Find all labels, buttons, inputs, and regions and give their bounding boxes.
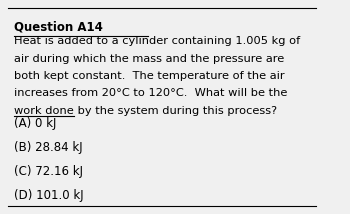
Text: by the system during this process?: by the system during this process?	[74, 106, 277, 116]
Text: work done: work done	[14, 106, 74, 116]
Text: increases from 20°C to 120°C.  What will be the: increases from 20°C to 120°C. What will …	[14, 88, 288, 98]
Text: (D) 101.0 kJ: (D) 101.0 kJ	[14, 189, 84, 202]
Text: Heat is added to a cylinder containing 1.005 kg of: Heat is added to a cylinder containing 1…	[14, 36, 301, 46]
Text: both kept constant.  The temperature of the air: both kept constant. The temperature of t…	[14, 71, 285, 81]
Text: Question A14: Question A14	[14, 20, 103, 33]
Text: (C) 72.16 kJ: (C) 72.16 kJ	[14, 165, 83, 178]
Text: (B) 28.84 kJ: (B) 28.84 kJ	[14, 141, 83, 154]
Text: (A) 0 kJ: (A) 0 kJ	[14, 116, 57, 129]
Text: air during which the mass and the pressure are: air during which the mass and the pressu…	[14, 54, 285, 64]
